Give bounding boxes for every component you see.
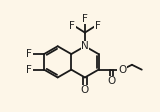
Text: O: O xyxy=(81,85,89,95)
Text: F: F xyxy=(95,21,101,31)
Text: O: O xyxy=(118,65,126,75)
Text: F: F xyxy=(69,21,75,31)
Text: F: F xyxy=(26,49,32,59)
Text: F: F xyxy=(26,65,32,75)
Text: N: N xyxy=(81,41,89,51)
Text: O: O xyxy=(107,76,115,86)
Text: F: F xyxy=(82,14,88,24)
